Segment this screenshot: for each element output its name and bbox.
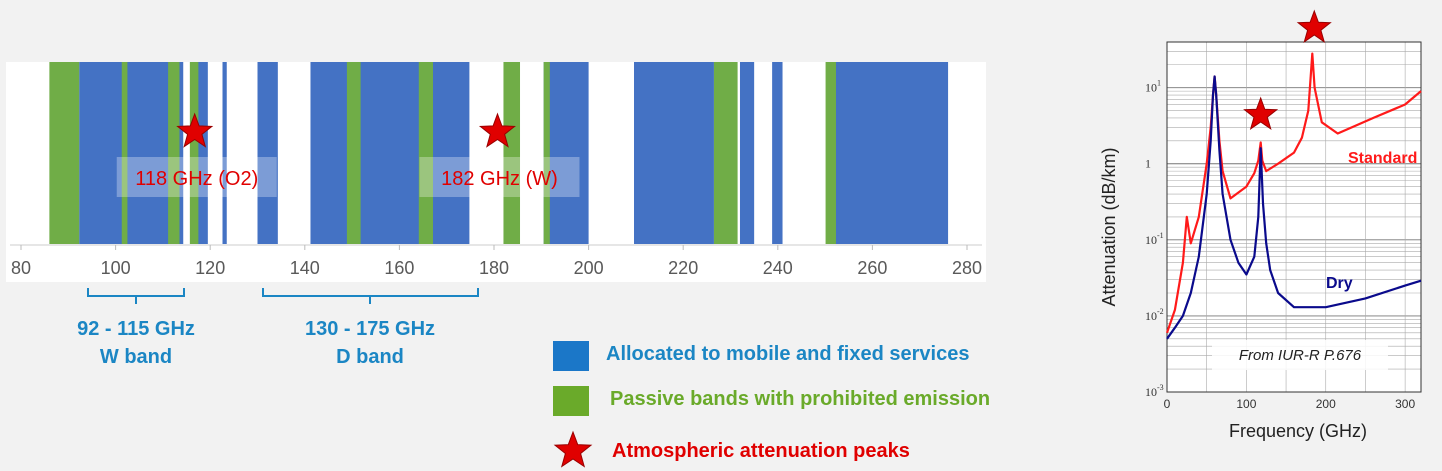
x-tick-label: 200	[1316, 397, 1336, 411]
allocated-band	[739, 62, 755, 244]
spectrum-chart: 80 100 120 140 160 180 200 220 240 260 280 118 GHz …	[6, 62, 986, 282]
legend-passive-label: Passive bands with prohibited emission	[610, 388, 991, 410]
passive-band	[825, 62, 836, 244]
y-tick-label: 10-3	[1145, 383, 1164, 399]
passive-band	[346, 62, 361, 244]
x-tick-label: 220	[668, 258, 698, 278]
w-band-bracket	[87, 288, 185, 304]
legend-star-icon	[553, 430, 593, 468]
x-tick-label: 100	[1236, 397, 1256, 411]
x-tick-label: 280	[952, 258, 982, 278]
allocated-band	[222, 62, 227, 244]
allocated-band	[310, 62, 470, 244]
x-tick-label: 180	[479, 258, 509, 278]
w-band-name: W band	[99, 346, 173, 368]
peak-star-icon	[1296, 9, 1332, 43]
series-label-standard: Standard	[1348, 150, 1417, 167]
w-band-range: 92 - 115 GHz	[77, 318, 195, 340]
source-annotation: From IUR-R P.676	[1239, 347, 1362, 364]
allocated-band	[634, 62, 714, 244]
y-tick-label: 1	[1145, 157, 1151, 171]
x-tick-label: 240	[763, 258, 793, 278]
plot-frame	[1166, 41, 1422, 393]
x-tick-label: 260	[857, 258, 887, 278]
attenuation-chart: 0 100 200 300 10-3 10-2 10-1 1 101 Frequency (GHz…	[1099, 9, 1422, 441]
x-tick-label: 80	[11, 258, 31, 278]
d-band-label: 130 - 175 GHz D band	[270, 315, 470, 371]
x-tick-label: 0	[1164, 397, 1171, 411]
x-tick-label: 100	[101, 258, 131, 278]
passive-band	[189, 62, 199, 244]
passive-band	[49, 62, 80, 244]
peak-label-box	[116, 157, 277, 197]
y-axis-label: Attenuation (dB/km)	[1099, 147, 1119, 306]
allocated-band	[257, 62, 278, 244]
peak-label: 118 GHz (O2)	[135, 168, 258, 190]
peak-star-icon	[478, 112, 516, 148]
legend-allocated-swatch	[553, 341, 589, 371]
peak-label-box	[419, 157, 580, 197]
legend-allocated-label: Allocated to mobile and fixed services	[606, 343, 970, 365]
passive-band	[418, 62, 433, 244]
x-tick-label: 300	[1395, 397, 1415, 411]
series-label-dry: Dry	[1326, 275, 1353, 292]
passive-band	[121, 62, 128, 244]
x-tick-label: 160	[384, 258, 414, 278]
band-brackets	[87, 288, 479, 304]
y-tick-label: 101	[1145, 79, 1161, 95]
x-tick-label: 120	[195, 258, 225, 278]
d-band-name: D band	[336, 346, 404, 368]
x-tick-label: 140	[290, 258, 320, 278]
d-band-bracket	[262, 288, 479, 304]
passive-band	[503, 62, 521, 244]
peak-star-icon	[176, 112, 214, 148]
d-band-range: 130 - 175 GHz	[304, 318, 436, 340]
x-axis-label: Frequency (GHz)	[1229, 421, 1367, 441]
peak-star-icon	[1243, 96, 1279, 130]
legend-passive-swatch	[553, 386, 589, 416]
legend-peaks-label: Atmospheric attenuation peaks	[612, 440, 910, 462]
peak-label: 182 GHz (W)	[441, 168, 558, 190]
x-tick-label: 200	[574, 258, 604, 278]
allocated-band	[543, 62, 589, 244]
allocated-band	[79, 62, 184, 244]
y-tick-label: 10-1	[1145, 231, 1164, 247]
passive-band	[713, 62, 738, 244]
series-line-standard	[1165, 52, 1422, 334]
annotation-box	[1212, 340, 1388, 370]
y-tick-label: 10-2	[1145, 307, 1164, 323]
passive-band	[168, 62, 180, 244]
allocated-band	[832, 62, 949, 244]
allocated-band	[772, 62, 783, 244]
passive-band	[543, 62, 550, 244]
series-line-dry	[1166, 75, 1422, 340]
w-band-label: 92 - 115 GHz W band	[36, 315, 236, 371]
